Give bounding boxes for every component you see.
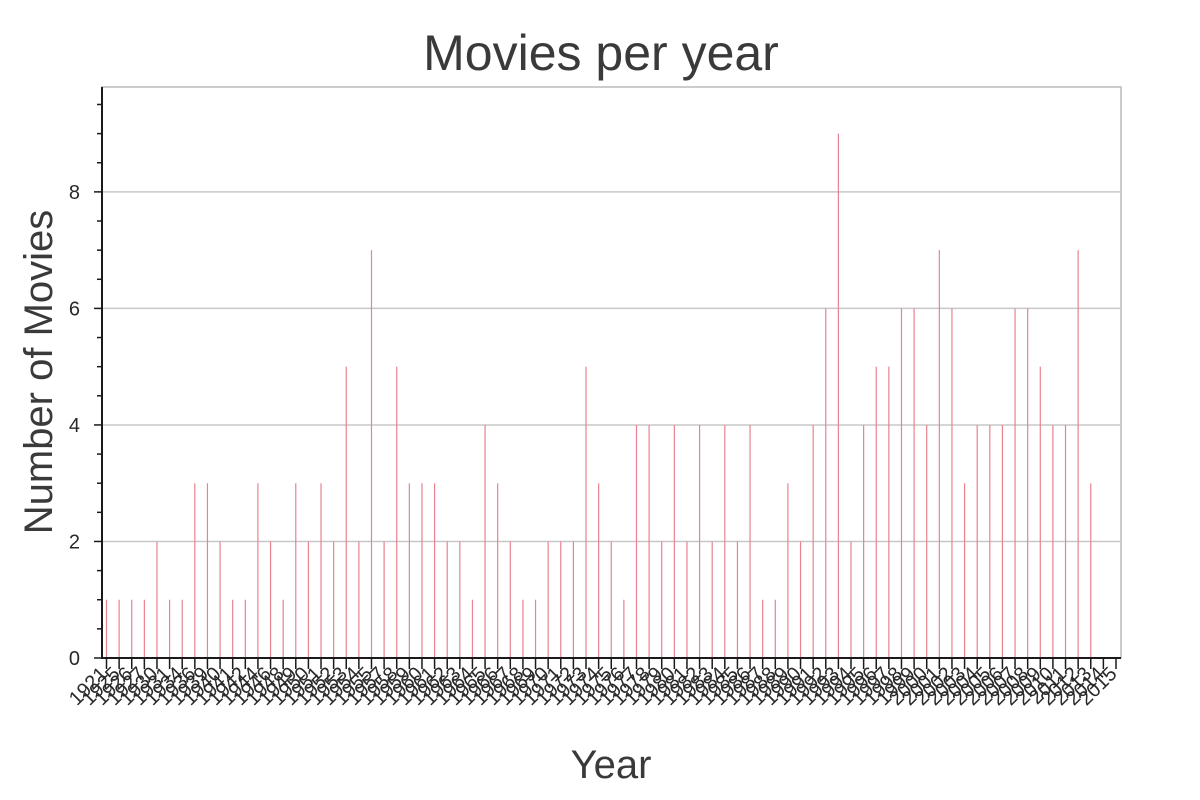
chart-title: Movies per year [423,25,779,81]
y-tick-label: 8 [69,182,80,204]
x-axis-label: Year [571,743,652,787]
grid [102,191,1121,543]
y-tick-label: 4 [69,415,80,437]
y-tick-label: 0 [69,648,80,670]
y-tick-label: 2 [69,531,80,553]
y-tick-label: 6 [69,298,80,320]
bars [105,133,1092,658]
axes: 0246819211925192619271930193119341936193… [65,87,1122,710]
y-axis-label: Number of Movies [17,210,61,535]
